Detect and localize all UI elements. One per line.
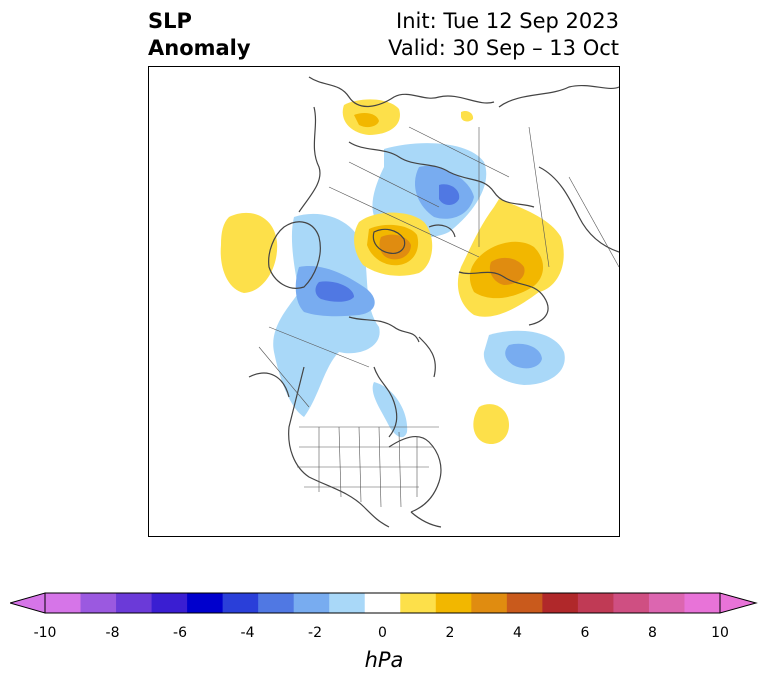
colorbar-cell (435, 593, 472, 613)
map-panel (148, 66, 620, 537)
title-line-1: SLP (148, 9, 192, 33)
colorbar-tick-label: -10 (33, 625, 57, 641)
colorbar-cell (577, 593, 614, 613)
colorbar-extend-low (10, 592, 46, 614)
colorbar-cell (45, 593, 82, 613)
colorbar-tick-label: 2 (445, 625, 455, 641)
colorbar-outline (44, 592, 721, 614)
colorbar-tick-label: -8 (105, 625, 120, 641)
colorbar-tick-label: 10 (711, 625, 729, 641)
colorbar-tick-label: 8 (648, 625, 657, 641)
colorbar-cell (329, 593, 366, 613)
colorbar-tick-label: -4 (240, 625, 255, 641)
anomaly-hudson-low (372, 382, 408, 438)
map-title-left: SLP Anomaly (148, 8, 251, 62)
colorbar-cell (506, 593, 543, 613)
colorbar-tick-label: 6 (580, 625, 590, 641)
colorbar-tick-label: -6 (173, 625, 187, 641)
colorbar-cell (684, 593, 721, 613)
map-canvas (149, 76, 619, 528)
anomaly-bering-high-inner (489, 257, 525, 285)
anomaly-w-atlantic-high (473, 404, 509, 445)
colorbar-cell (400, 593, 437, 613)
admin-boundaries (258, 126, 619, 508)
anomaly-pacific-high (220, 212, 278, 293)
colorbar-cell (116, 593, 153, 613)
colorbar (10, 592, 758, 614)
edge-band (149, 285, 157, 317)
colorbar-tick-label: 4 (513, 625, 522, 641)
colorbar-cell (222, 593, 259, 613)
anomaly-layer (149, 99, 565, 445)
colorbar-cell (364, 593, 401, 613)
colorbar-extend-high (719, 592, 758, 614)
coastlines (248, 76, 619, 528)
anomaly-siberia-low-center (439, 184, 460, 205)
colorbar-tick-label: 0 (378, 625, 387, 641)
colorbar-cell (80, 593, 117, 613)
valid-range: Valid: 30 Sep – 13 Oct (388, 36, 619, 60)
map-title-right: Init: Tue 12 Sep 2023 Valid: 30 Sep – 13… (388, 8, 619, 62)
anomaly-canada-low-center (315, 281, 354, 302)
colorbar-unit-label: hPa (364, 648, 404, 672)
anomaly-n-russia-high (461, 110, 474, 122)
colorbar-cell (648, 593, 685, 613)
anomaly-n-europe-high-core (354, 113, 379, 128)
colorbar-tick-label: -2 (308, 625, 322, 641)
colorbar-cell (613, 593, 650, 613)
colorbar-cell (471, 593, 508, 613)
title-line-2: Anomaly (148, 36, 251, 60)
colorbar-cell (258, 593, 295, 613)
colorbar-cell (187, 593, 224, 613)
colorbar-cells (45, 593, 721, 613)
colorbar-cell (293, 593, 330, 613)
anomaly-atlantic-low-core (505, 343, 542, 369)
init-date: Init: Tue 12 Sep 2023 (396, 9, 619, 33)
colorbar-cell (151, 593, 188, 613)
colorbar-cell (542, 593, 579, 613)
